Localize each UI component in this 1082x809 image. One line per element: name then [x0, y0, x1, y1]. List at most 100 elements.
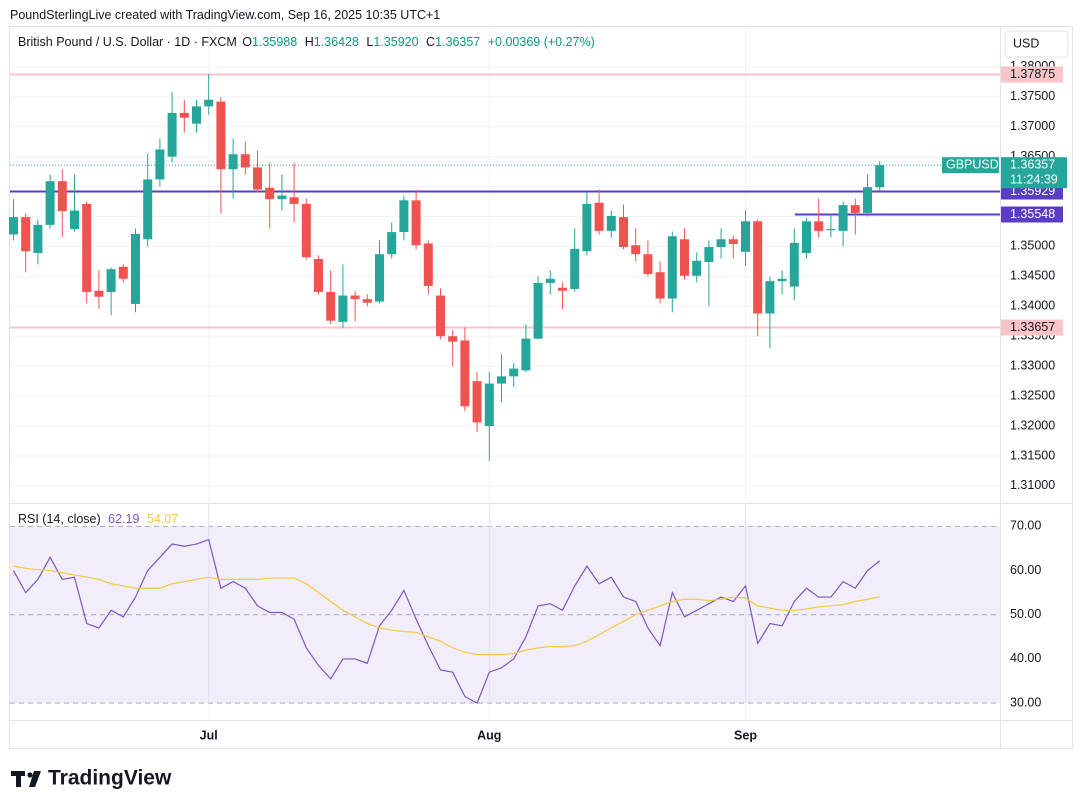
candle-body [570, 248, 580, 289]
candle-body [82, 203, 92, 292]
candle-body [423, 243, 433, 286]
candle-body [155, 149, 165, 180]
candle-body [131, 233, 140, 304]
candle-body [411, 200, 421, 246]
candle-body [838, 205, 848, 231]
price-tag [1001, 157, 1067, 189]
candle-body [655, 272, 665, 299]
candle-body [509, 368, 519, 377]
candle-body [228, 154, 238, 170]
x-tick-label: Jul [200, 728, 218, 742]
candle-body [314, 259, 323, 292]
candle-body [277, 195, 287, 200]
candle-body [728, 239, 738, 245]
rsi-line [12, 538, 881, 704]
y-tick-label: 50.00 [1010, 607, 1041, 621]
candle-body [350, 295, 360, 300]
level-label: 1.35548 [1010, 207, 1055, 221]
candle-body [802, 221, 811, 254]
legend-value: 1.35920 [373, 35, 419, 49]
candle-body [826, 229, 836, 231]
y-tick-label: 1.34000 [1010, 299, 1055, 313]
candle-body [558, 287, 567, 291]
y-tick-label: 70.00 [1010, 519, 1041, 533]
level-label: 1.33657 [1010, 320, 1055, 334]
candle-body [765, 281, 775, 314]
legend-key: L [366, 35, 374, 49]
candle-body [436, 295, 445, 337]
candle-body [789, 242, 799, 287]
level-label: 1.37875 [1010, 67, 1055, 81]
candle-body [875, 165, 885, 188]
candle-body [289, 197, 299, 204]
legend-value: 1.36428 [313, 35, 359, 49]
candle-body [472, 381, 482, 423]
candle-body [741, 221, 750, 252]
y-tick-label: 60.00 [1010, 563, 1041, 577]
countdown-label: 11:24:39 [1010, 172, 1058, 186]
candle-body [716, 239, 726, 248]
legend-value: 1.36357 [435, 35, 481, 49]
candle-body [301, 203, 311, 258]
symbol-label: GBPUSD [946, 157, 999, 171]
y-tick-label: 1.32000 [1010, 418, 1055, 432]
y-tick-label: 1.37000 [1010, 119, 1055, 133]
level-tag [1001, 66, 1063, 83]
legend-key: O [242, 35, 253, 49]
candle-body [179, 112, 189, 118]
candle-body [57, 181, 67, 212]
candle-body [448, 336, 458, 342]
candle-body [692, 260, 702, 276]
candle-body [667, 236, 677, 299]
legend-change: +0.00369 (+0.27%) [487, 35, 595, 49]
candle-body [680, 239, 689, 276]
currency[interactable]: USD [1013, 36, 1039, 50]
y-tick-label: 1.35000 [1010, 239, 1055, 253]
candle-body [33, 224, 43, 254]
candle-body [777, 278, 787, 282]
y-tick-label: 1.31000 [1010, 478, 1055, 492]
candle-body [192, 106, 201, 124]
candle-body [204, 99, 214, 107]
x-tick-label: Sep [734, 728, 757, 742]
candle-body [582, 203, 592, 252]
candle-body [118, 266, 128, 279]
candle-body [94, 290, 104, 297]
y-tick-label: 40.00 [1010, 651, 1041, 665]
candle-body [375, 254, 384, 302]
candle-body [863, 187, 872, 213]
rsi-legend: RSI (14, close) 62.19 54.07 [18, 512, 178, 526]
candle-body [9, 217, 18, 235]
candle-body [338, 295, 348, 322]
rsi-ma-value: 54.07 [146, 512, 179, 526]
candle-body [399, 200, 409, 233]
price-label: 1.36357 [1010, 157, 1055, 171]
watermark: TradingView [48, 767, 172, 790]
candle-body [484, 383, 494, 427]
rsi-value: 62.19 [108, 512, 140, 526]
candle-body [814, 221, 824, 231]
candle-body [631, 245, 641, 255]
candle-body [594, 202, 604, 231]
logo [11, 771, 41, 787]
candle-body [850, 205, 860, 213]
legend-key: C [426, 35, 436, 49]
instrument: British Pound / U.S. Dollar · 1D · FXCM [18, 35, 237, 49]
candle-body [143, 179, 153, 240]
candle-body [106, 269, 116, 292]
candle-body [45, 181, 55, 225]
candle-body [497, 376, 506, 384]
y-tick-label: 1.34500 [1010, 269, 1055, 283]
candle-body [545, 278, 555, 283]
x-tick-label: Aug [477, 728, 501, 742]
currency-button[interactable] [1004, 30, 1069, 58]
candle-body [753, 221, 763, 314]
candle-body [240, 154, 250, 168]
candle-body [704, 247, 714, 263]
candle-body [619, 217, 628, 248]
level-tag [1001, 319, 1063, 336]
level-tag [1001, 206, 1063, 223]
y-tick-label: 1.32500 [1010, 388, 1055, 402]
